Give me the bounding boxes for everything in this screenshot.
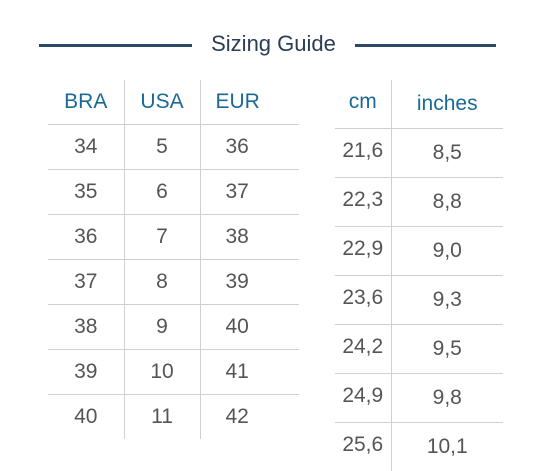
- cell-cm: 23,6: [335, 276, 391, 325]
- cell-eur: 36: [200, 125, 299, 170]
- cell-cm: 25,6: [335, 423, 391, 471]
- column-header-inches: inches: [391, 80, 503, 129]
- cell-bra: 36: [48, 215, 124, 260]
- column-header-usa: USA: [124, 80, 200, 125]
- cell-bra: 37: [48, 260, 124, 305]
- cell-inches: 9,8: [391, 374, 503, 423]
- cell-inches: 8,5: [391, 129, 503, 178]
- cell-cm: 22,3: [335, 178, 391, 227]
- cell-eur: 40: [200, 305, 299, 350]
- cell-usa: 11: [124, 395, 200, 440]
- cell-inches: 9,5: [391, 325, 503, 374]
- cell-inches: 9,0: [391, 227, 503, 276]
- cell-bra: 34: [48, 125, 124, 170]
- page-title: Sizing Guide: [192, 28, 355, 60]
- column-header-bra: BRA: [48, 80, 124, 125]
- cell-inches: 9,3: [391, 276, 503, 325]
- cell-eur: 42: [200, 395, 299, 440]
- cell-usa: 7: [124, 215, 200, 260]
- cell-cm: 21,6: [335, 129, 391, 178]
- cell-eur: 39: [200, 260, 299, 305]
- cell-bra: 35: [48, 170, 124, 215]
- cell-usa: 10: [124, 350, 200, 395]
- cell-cm: 24,2: [335, 325, 391, 374]
- cell-bra: 38: [48, 305, 124, 350]
- cell-bra: 39: [48, 350, 124, 395]
- cell-eur: 38: [200, 215, 299, 260]
- cell-inches: 8,8: [391, 178, 503, 227]
- cell-eur: 41: [200, 350, 299, 395]
- title-rule-right: [355, 44, 496, 47]
- cell-cm: 24,9: [335, 374, 391, 423]
- cell-usa: 5: [124, 125, 200, 170]
- cell-bra: 40: [48, 395, 124, 440]
- title-bar: Sizing Guide: [0, 28, 554, 60]
- cell-inches: 10,1: [391, 423, 503, 471]
- cell-eur: 37: [200, 170, 299, 215]
- cell-usa: 8: [124, 260, 200, 305]
- column-header-eur: EUR: [200, 80, 299, 125]
- column-header-cm: cm: [335, 80, 391, 129]
- title-rule-left: [39, 44, 192, 47]
- cell-usa: 6: [124, 170, 200, 215]
- cell-usa: 9: [124, 305, 200, 350]
- cell-cm: 22,9: [335, 227, 391, 276]
